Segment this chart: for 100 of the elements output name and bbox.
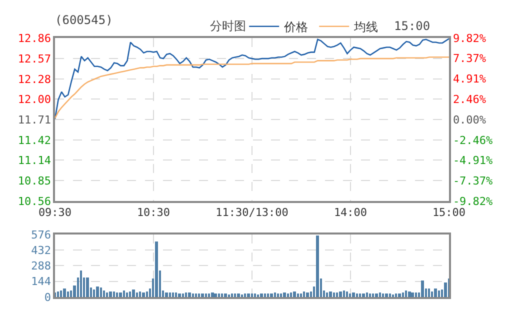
bar (421, 280, 424, 297)
y-tick-label: 12.86 (18, 32, 52, 45)
bar (398, 293, 401, 297)
bar (270, 293, 273, 297)
x-tick-label: 14:00 (334, 206, 368, 220)
bar (136, 292, 138, 297)
bar (395, 293, 397, 297)
y-tick-label: 11.42 (18, 134, 52, 148)
bar (126, 292, 128, 297)
bar (300, 293, 302, 297)
bar (267, 293, 269, 297)
x-tick-label: 09:30 (38, 206, 72, 220)
bar (274, 292, 276, 297)
bar (237, 293, 240, 297)
bar (359, 293, 361, 297)
bar (287, 293, 289, 297)
chart-title: (600545) (55, 13, 113, 28)
y2-tick-label: 7.37% (452, 52, 486, 66)
bar (349, 293, 351, 297)
y2-tick-label: -7.37% (452, 174, 494, 188)
y2-tick-label: -2.46% (452, 134, 494, 147)
bar (333, 292, 335, 297)
legend-label: 均线 (353, 20, 378, 34)
bar (224, 293, 227, 297)
bar (379, 292, 381, 297)
bar (329, 291, 332, 297)
bar (260, 293, 263, 297)
y-tick-label: 432 (31, 244, 52, 257)
bar (192, 293, 194, 297)
bar (362, 293, 365, 297)
bar (67, 291, 69, 297)
bar (356, 293, 358, 297)
bar (366, 292, 368, 297)
bar (188, 292, 191, 297)
y2-tick-label: -4.91% (452, 154, 494, 168)
text: 分时图 (210, 19, 246, 33)
x-tick-label: 11:30/13:00 (216, 206, 288, 220)
y2-tick-label: 0.00% (452, 113, 486, 126)
bar (290, 292, 292, 297)
y-tick-label: 10.56 (18, 195, 52, 208)
bar (234, 293, 236, 297)
bar (326, 292, 328, 297)
bar (86, 277, 89, 297)
bar (208, 293, 210, 297)
bar (119, 292, 122, 297)
bar (336, 292, 338, 297)
bar (142, 292, 145, 297)
bar (116, 292, 118, 297)
bar (57, 291, 59, 297)
line-series (55, 56, 449, 119)
bar (129, 291, 131, 297)
bar (382, 293, 384, 297)
bar (109, 291, 112, 297)
bar (221, 293, 223, 297)
bar (231, 293, 233, 297)
bar (146, 291, 148, 297)
y-tick-label: 12.28 (18, 73, 52, 86)
bar (385, 293, 388, 297)
bar (123, 290, 125, 297)
bar (198, 293, 200, 297)
y-tick-label: 0 (44, 290, 52, 304)
bar (247, 293, 250, 297)
y-tick-label: 11.14 (18, 154, 52, 167)
line-series (55, 38, 449, 120)
y-tick-label: 576 (31, 228, 52, 242)
y-tick-label: 12.00 (18, 92, 52, 106)
bar (283, 292, 286, 297)
bar (195, 293, 197, 297)
bar (346, 291, 348, 297)
bar (218, 293, 220, 297)
bar (277, 293, 279, 297)
bar (96, 286, 99, 297)
bar (434, 288, 437, 297)
bar (211, 292, 214, 297)
bar (293, 291, 296, 297)
x-tick-label: 15:00 (432, 206, 466, 220)
y2-tick-label: 4.91% (452, 72, 486, 86)
bar (139, 291, 141, 297)
bar (402, 292, 404, 297)
bar (264, 293, 266, 297)
bar (106, 292, 108, 297)
bar (251, 293, 253, 297)
bar (113, 291, 115, 297)
bar (80, 270, 82, 297)
bar (205, 293, 207, 297)
y-tick-label: 10.85 (18, 174, 52, 188)
bar (132, 289, 135, 297)
bar (244, 293, 246, 297)
bar (352, 292, 355, 297)
bar (306, 292, 309, 297)
bar (201, 293, 204, 297)
legend-label: 价格 (283, 20, 308, 34)
bar (389, 293, 391, 297)
bar (172, 292, 174, 297)
bar (375, 293, 378, 297)
bar (175, 292, 177, 297)
bar (155, 241, 158, 297)
bar (280, 293, 282, 297)
bar (228, 294, 230, 297)
bar (165, 292, 168, 297)
